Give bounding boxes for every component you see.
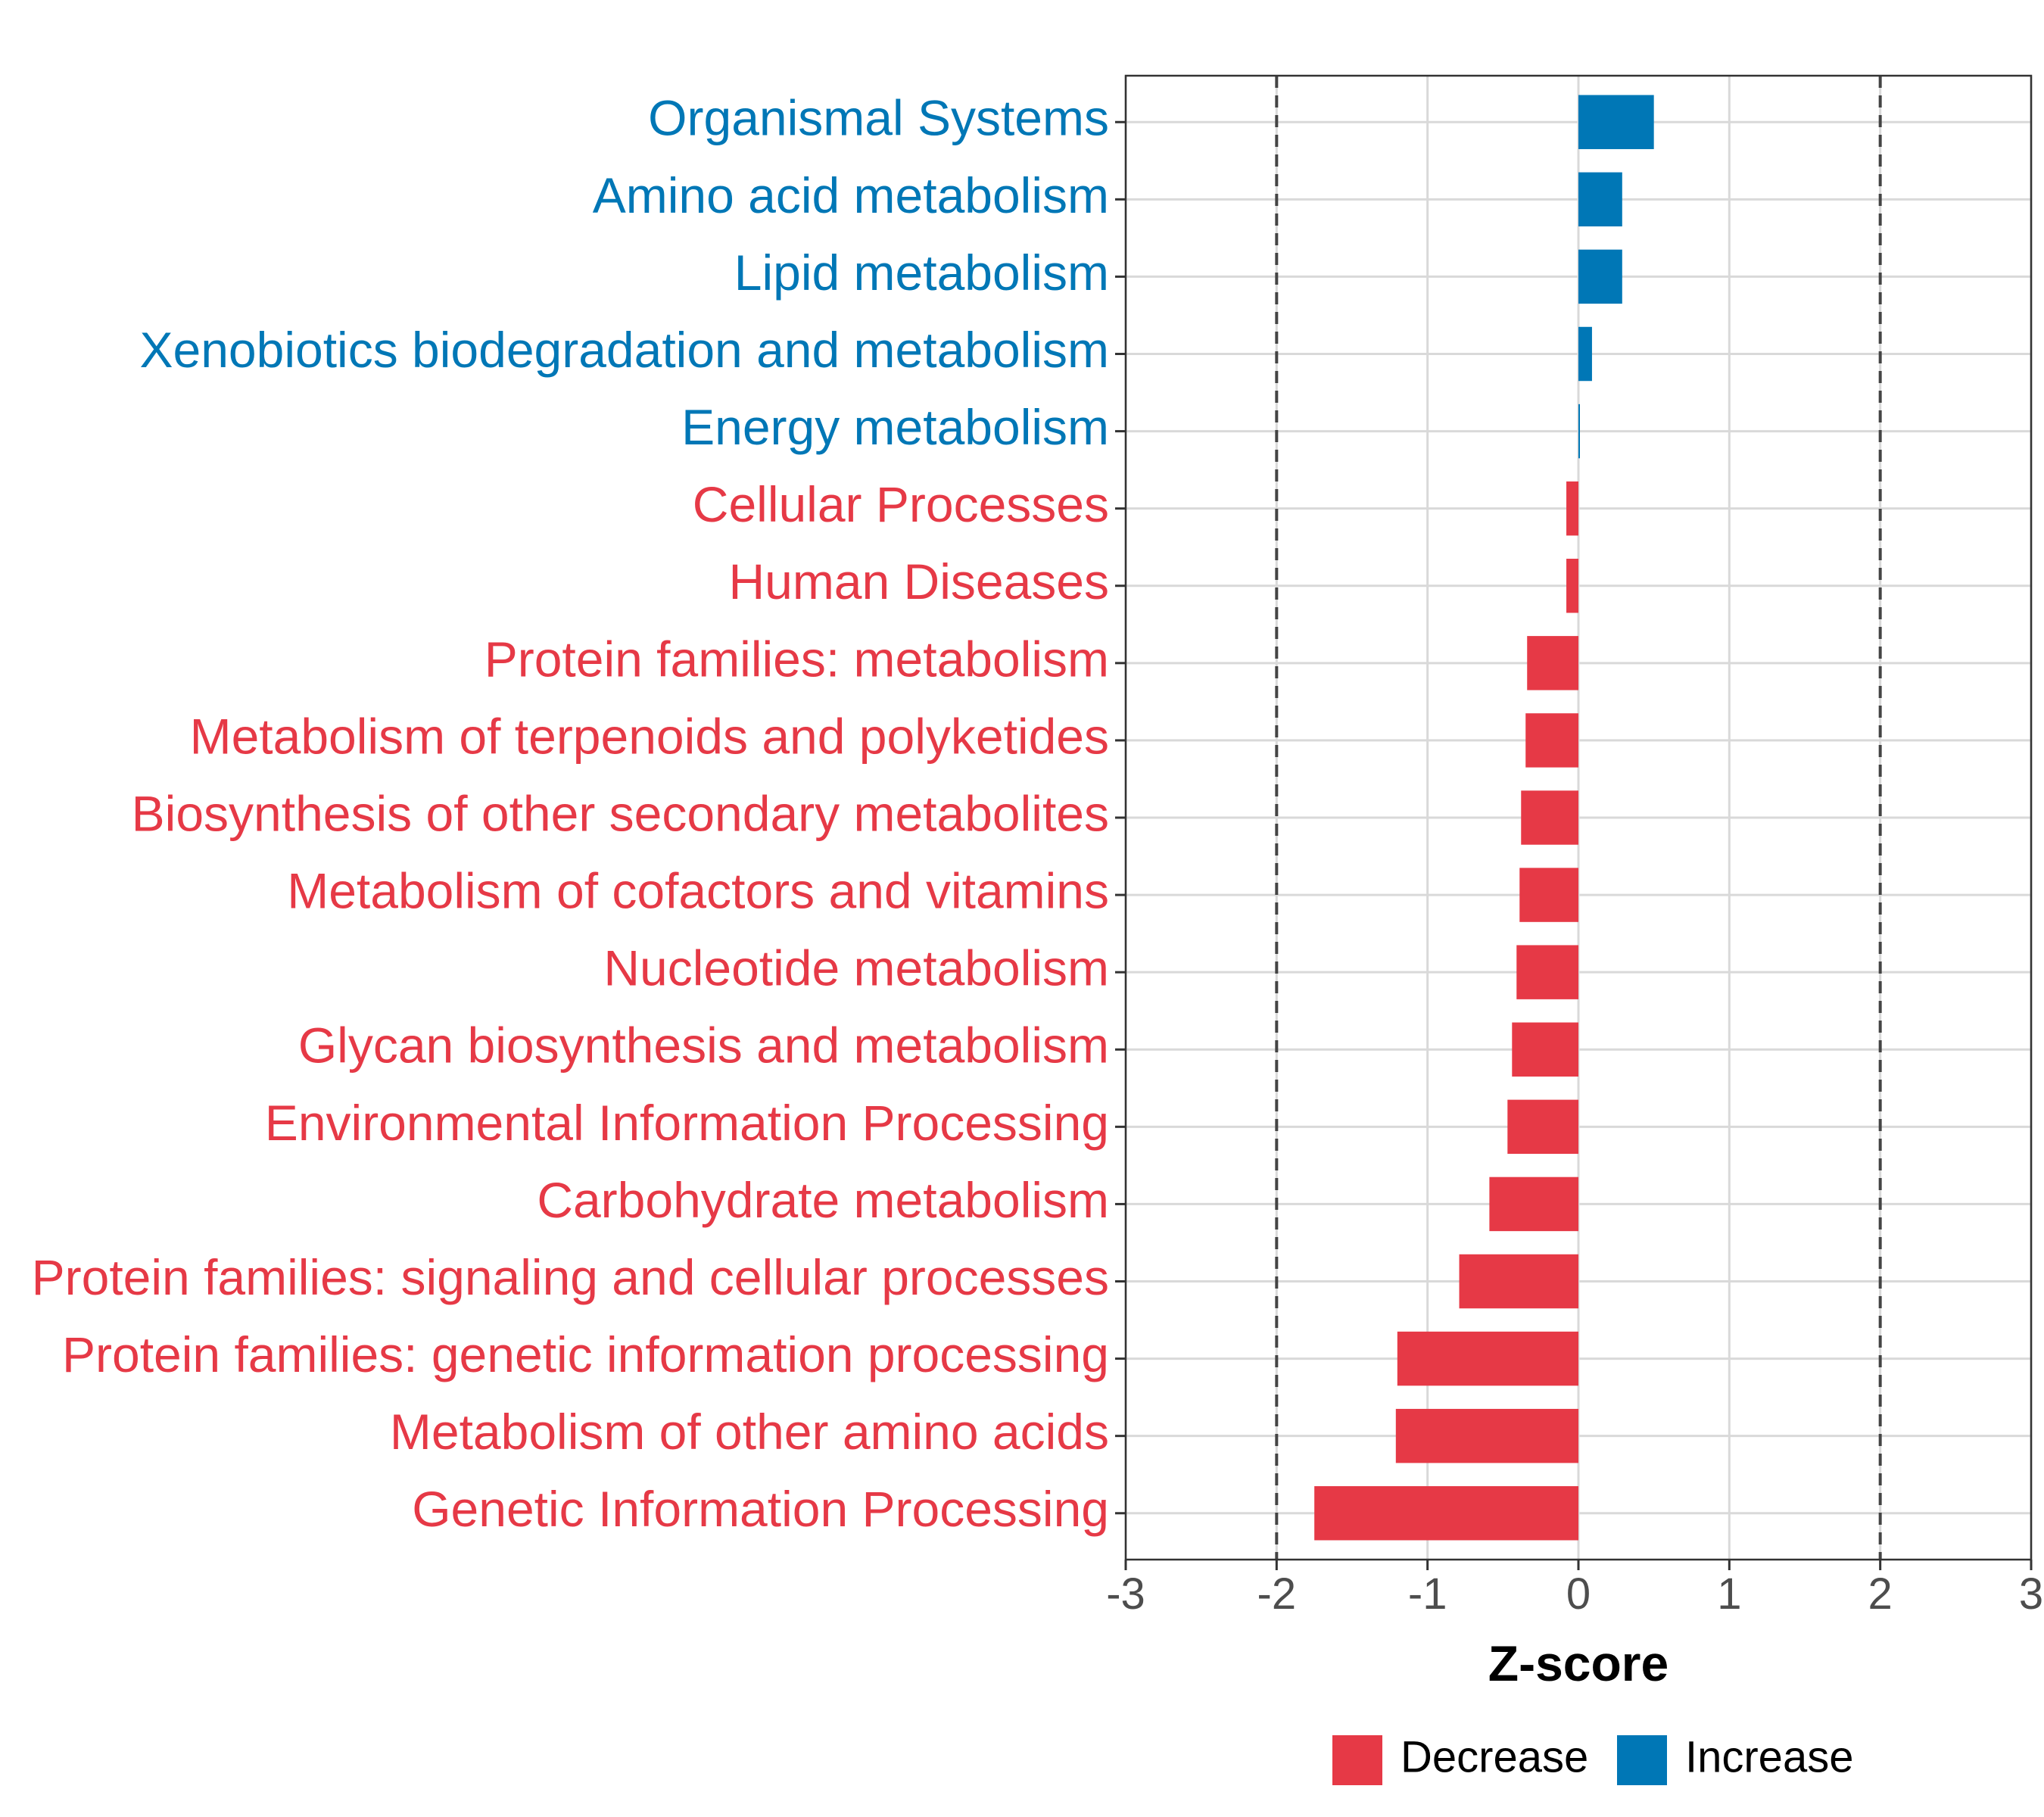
bar (1521, 790, 1578, 845)
bar (1566, 559, 1578, 613)
bar (1527, 636, 1578, 690)
category-label: Nucleotide metabolism (603, 940, 1109, 996)
category-label: Xenobiotics biodegradation and metabolis… (140, 322, 1110, 378)
y-tick-layer (1115, 120, 1126, 1515)
category-label: Metabolism of cofactors and vitamins (287, 863, 1109, 919)
bar (1578, 95, 1654, 149)
x-axis-title: Z-score (1488, 1635, 1669, 1691)
category-label: Human Diseases (728, 553, 1109, 609)
legend-label: Decrease (1401, 1732, 1588, 1781)
x-tick-label: 3 (2019, 1569, 2043, 1619)
category-label: Amino acid metabolism (593, 167, 1109, 223)
category-label: Protein families: signaling and cellular… (32, 1249, 1109, 1305)
bar (1459, 1254, 1578, 1309)
x-tick-label: 2 (1868, 1569, 1893, 1619)
bar (1578, 326, 1592, 382)
x-tick-layer: -3 -2 -1 0 1 2 3 (1106, 1560, 2043, 1619)
bar (1519, 868, 1578, 922)
bar (1566, 481, 1578, 536)
legend-swatch (1332, 1735, 1382, 1785)
bar (1512, 1022, 1578, 1077)
bar (1489, 1177, 1578, 1232)
category-label: Cellular Processes (693, 476, 1109, 532)
category-label: Metabolism of other amino acids (390, 1404, 1109, 1460)
category-label-layer: Organismal Systems Amino acid metabolism L… (32, 90, 1109, 1538)
threshold-layer (1275, 76, 1882, 1560)
legend-label: Increase (1685, 1732, 1853, 1781)
category-label: Protein families: genetic information pr… (62, 1326, 1109, 1382)
x-tick-label: -3 (1106, 1569, 1145, 1619)
x-tick-label: 0 (1566, 1569, 1591, 1619)
bar (1314, 1486, 1578, 1541)
category-label: Lipid metabolism (734, 245, 1109, 301)
legend-swatch (1617, 1735, 1667, 1785)
bar (1578, 172, 1622, 227)
x-tick-label: -1 (1408, 1569, 1447, 1619)
x-tick-label: 1 (1717, 1569, 1741, 1619)
x-tick-label: -2 (1257, 1569, 1297, 1619)
bar (1507, 1099, 1578, 1155)
bar-layer (1314, 95, 1654, 1541)
legend: Decrease Increase (1332, 1732, 1853, 1785)
bar (1516, 945, 1578, 999)
category-label: Metabolism of terpenoids and polyketides (190, 708, 1109, 764)
bar (1578, 249, 1622, 304)
category-label: Organismal Systems (648, 90, 1109, 146)
category-label: Protein families: metabolism (485, 631, 1109, 687)
category-label: Glycan biosynthesis and metabolism (298, 1018, 1109, 1074)
category-label: Environmental Information Processing (265, 1095, 1109, 1151)
bar (1525, 713, 1578, 768)
category-label: Energy metabolism (681, 399, 1109, 455)
category-label: Carbohydrate metabolism (537, 1172, 1109, 1228)
bar (1397, 1331, 1578, 1386)
category-label: Genetic Information Processing (412, 1481, 1109, 1537)
bar (1395, 1408, 1578, 1463)
category-label: Biosynthesis of other secondary metaboli… (132, 785, 1109, 841)
bar (1578, 404, 1580, 459)
